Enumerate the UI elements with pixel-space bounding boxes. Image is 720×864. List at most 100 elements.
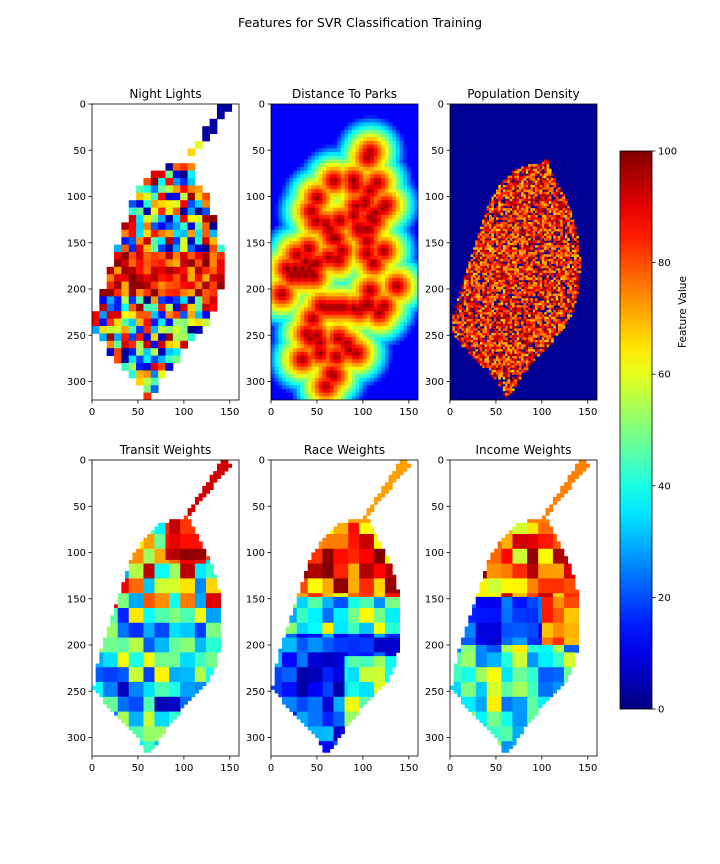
heatmap-cell <box>329 337 334 342</box>
heatmap-cell <box>525 272 529 276</box>
heatmap-cell <box>340 388 345 393</box>
heatmap-cell <box>498 203 501 207</box>
heatmap-cell <box>377 126 382 131</box>
heatmap-cell <box>348 270 353 275</box>
heatmap-cell <box>551 208 554 211</box>
heatmap-cell <box>209 289 218 297</box>
heatmap-cell <box>318 226 323 231</box>
heatmap-cell <box>165 266 174 275</box>
heatmap-cell <box>505 212 508 216</box>
heatmap-cell <box>539 201 543 204</box>
heatmap-cell <box>274 340 279 345</box>
heatmap-cell <box>384 351 390 356</box>
heatmap-cell <box>495 279 499 283</box>
heatmap-cell <box>484 289 488 292</box>
heatmap-cell <box>534 226 538 230</box>
heatmap-cell <box>282 229 287 234</box>
heatmap-cell <box>322 381 327 386</box>
heatmap-cell <box>271 255 276 260</box>
heatmap-cell <box>512 291 515 295</box>
heatmap-cell <box>344 337 349 342</box>
heatmap-cell <box>355 263 360 268</box>
heatmap-cell <box>202 289 210 297</box>
heatmap-cell <box>384 300 390 305</box>
heatmap-cell <box>322 203 327 208</box>
heatmap-cell <box>548 215 552 218</box>
heatmap-cell <box>293 255 298 260</box>
heatmap-cell <box>373 292 378 297</box>
heatmap-cell <box>337 159 342 164</box>
heatmap-cell <box>500 252 504 255</box>
heatmap-cell <box>395 200 401 205</box>
heatmap-cell <box>493 282 497 285</box>
heatmap-cell <box>525 215 529 218</box>
heatmap-cell <box>355 163 360 168</box>
heatmap-cell <box>516 295 520 299</box>
heatmap-cell <box>329 248 334 253</box>
heatmap-cell <box>525 212 529 216</box>
heatmap-cell <box>569 247 573 251</box>
heatmap-cell <box>333 185 338 190</box>
heatmap-cell <box>502 270 506 274</box>
heatmap-cell <box>311 152 316 157</box>
heatmap-cell <box>546 164 550 167</box>
heatmap-cell <box>366 374 371 379</box>
heatmap-cell <box>359 144 364 149</box>
heatmap-cell <box>544 182 547 186</box>
heatmap-cell <box>392 266 397 271</box>
heatmap-cell <box>523 201 527 204</box>
heatmap-cell <box>567 261 570 264</box>
heatmap-cell <box>532 208 536 211</box>
heatmap-cell <box>414 244 418 249</box>
heatmap-cell <box>362 329 367 334</box>
heatmap-cell <box>362 351 367 356</box>
heatmap-cell <box>128 355 137 364</box>
heatmap-cell <box>551 189 554 193</box>
heatmap-cell <box>544 226 547 230</box>
heatmap-cell <box>571 268 575 271</box>
heatmap-cell <box>509 289 513 292</box>
heatmap-cell <box>514 305 518 308</box>
heatmap-cell <box>362 229 367 234</box>
heatmap-cell <box>381 170 386 175</box>
heatmap-cell <box>296 359 301 364</box>
heatmap-cell <box>381 233 386 238</box>
heatmap-cell <box>498 198 501 202</box>
heatmap-cell <box>399 133 404 138</box>
heatmap-cell <box>366 166 371 171</box>
heatmap-cell <box>271 333 276 338</box>
heatmap-cell <box>403 307 408 312</box>
heatmap-cell <box>285 277 290 282</box>
heatmap-cell <box>384 333 390 338</box>
heatmap-cell <box>165 229 174 238</box>
heatmap-cell <box>475 275 478 278</box>
heatmap-cell <box>512 252 515 255</box>
heatmap-cell <box>567 270 570 274</box>
heatmap-cell <box>136 266 144 275</box>
heatmap-cell <box>491 249 495 253</box>
heatmap-cell <box>300 274 305 279</box>
heatmap-cell <box>99 333 108 342</box>
heatmap-cell <box>322 189 327 194</box>
heatmap-cell <box>121 296 130 305</box>
heatmap-cell <box>373 240 378 245</box>
heatmap-cell <box>136 259 144 268</box>
heatmap-cell <box>326 314 331 319</box>
heatmap-cell <box>282 340 287 345</box>
heatmap-cell <box>370 270 375 275</box>
heatmap-cell <box>507 249 511 253</box>
heatmap-cell <box>541 173 545 177</box>
heatmap-cell <box>337 233 342 238</box>
heatmap-cell <box>121 281 130 290</box>
heatmap-cell <box>399 144 404 149</box>
heatmap-cell <box>99 296 108 305</box>
heatmap-cell <box>530 282 534 285</box>
heatmap-cell <box>304 337 309 342</box>
heatmap-cell <box>202 281 210 290</box>
heatmap-cell <box>528 302 531 306</box>
heatmap-cell <box>377 248 382 253</box>
heatmap-cell <box>351 348 356 353</box>
heatmap-cell <box>414 200 418 205</box>
heatmap-cell <box>274 355 279 360</box>
heatmap-cell <box>484 233 488 237</box>
